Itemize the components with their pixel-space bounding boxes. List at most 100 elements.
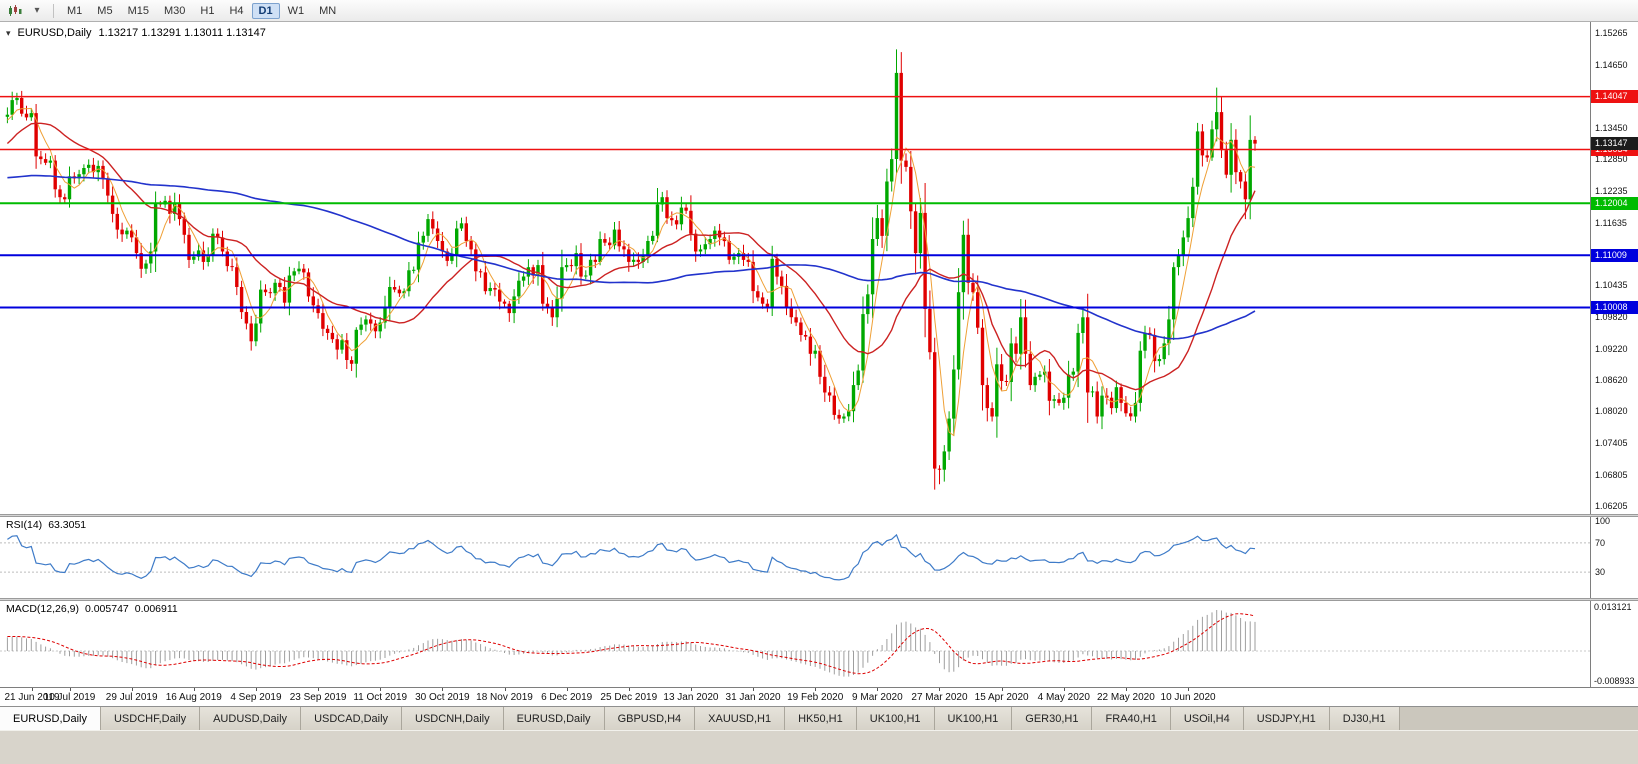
- date-axis-label: 27 Mar 2020: [908, 688, 970, 703]
- timeframe-button-m5[interactable]: M5: [97, 4, 113, 17]
- chart-tab-2-audusd-daily[interactable]: AUDUSD,Daily: [200, 707, 302, 730]
- price-axis-tick: 1.07405: [1595, 438, 1628, 449]
- price-axis-tick: 1.08020: [1595, 406, 1628, 417]
- rsi-scale[interactable]: 100 70 30: [1590, 517, 1638, 598]
- level-price-label: 1.10008: [1591, 300, 1638, 314]
- chart-tab-13-usoil-h4[interactable]: USOil,H4: [1170, 707, 1244, 730]
- timeframe-button-h4[interactable]: H4: [229, 4, 244, 17]
- timeframe-button-m1[interactable]: M1: [67, 4, 83, 17]
- price-axis-tick: 1.13450: [1595, 122, 1628, 133]
- chart-symbol-period: EURUSD,Daily: [17, 27, 92, 39]
- date-axis-label: 30 Oct 2019: [411, 688, 473, 703]
- timeframe-button-w1[interactable]: W1: [287, 4, 305, 17]
- chart-tab-12-fra40-h1[interactable]: FRA40,H1: [1092, 707, 1171, 730]
- macd-signal-line: [7, 613, 1256, 675]
- date-axis-label: 4 May 2020: [1033, 688, 1095, 703]
- chart-window-icon[interactable]: [5, 2, 25, 19]
- date-axis-label: 21 Jun 2019: [1, 688, 63, 703]
- price-axis-tick: 1.14650: [1595, 60, 1628, 71]
- chart-tab-1-usdchf-daily[interactable]: USDCHF,Daily: [100, 707, 201, 730]
- macd-histogram: [6, 610, 1256, 677]
- date-axis-label: 19 Feb 2020: [784, 688, 846, 703]
- date-axis[interactable]: 21 Jun 2019 10 Jul 2019 29 Jul 2019 16 Aug …: [0, 687, 1638, 706]
- price-axis-tick: 1.12235: [1595, 186, 1628, 197]
- timeframe-buttons: M1 M5 M15 M30 H1 H4 D1 W1 MN: [60, 2, 343, 19]
- chart-tab-5-eurusd-daily[interactable]: EURUSD,Daily: [503, 707, 605, 730]
- rsi-axis-tick: 100: [1595, 517, 1611, 526]
- toolbar-separator: [53, 3, 54, 18]
- price-axis-tick: 1.06805: [1595, 469, 1628, 480]
- chart-tab-bar: EURUSD,Daily USDCHF,Daily AUDUSD,Daily USDC…: [0, 706, 1638, 730]
- date-axis-label: 9 Mar 2020: [846, 688, 908, 703]
- chevron-down-icon[interactable]: ▾: [34, 5, 40, 16]
- rsi-axis-tick: 30: [1595, 567, 1606, 578]
- panel-splitter[interactable]: [0, 598, 1638, 601]
- ma-medium-line: [6, 122, 1256, 391]
- chart-tab-14-usdjpy-h1[interactable]: USDJPY,H1: [1243, 707, 1330, 730]
- chart-tab-4-usdcnh-daily[interactable]: USDCNH,Daily: [402, 707, 504, 730]
- candles-glyph: [9, 4, 22, 16]
- level-price-label: 1.14047: [1591, 90, 1638, 104]
- status-strip: [0, 730, 1638, 764]
- chart-tab-11-ger30-h1[interactable]: GER30,H1: [1012, 707, 1093, 730]
- timeframe-button-h1[interactable]: H1: [200, 4, 215, 17]
- date-axis-label: 31 Jan 2020: [722, 688, 784, 703]
- date-axis-label: 4 Sep 2019: [225, 688, 287, 703]
- price-axis-tick: 1.12850: [1595, 154, 1628, 165]
- chart-tab-8-hk50-h1[interactable]: HK50,H1: [785, 707, 857, 730]
- date-axis-label: 22 May 2020: [1095, 688, 1157, 703]
- price-axis-tick: 1.10435: [1595, 280, 1628, 291]
- chart-tab-15-dj30-h1[interactable]: DJ30,H1: [1329, 707, 1400, 730]
- chart-tab-0-eurusd-daily[interactable]: EURUSD,Daily: [0, 707, 101, 730]
- chart-tab-7-xauusd-h1[interactable]: XAUUSD,H1: [695, 707, 786, 730]
- chart-tab-9-uk100-h1[interactable]: UK100,H1: [856, 707, 935, 730]
- current-price-label: 1.13147: [1591, 137, 1638, 151]
- ma-slow-line: [7, 174, 1256, 340]
- price-axis-tick: 1.11635: [1595, 217, 1627, 228]
- price-axis-tick: 1.08620: [1595, 374, 1628, 385]
- date-axis-label: 23 Sep 2019: [287, 688, 349, 703]
- main-chart-panel: ▾ EURUSD,Daily 1.13217 1.13291 1.13011 1…: [0, 22, 1638, 514]
- timeframe-button-m30[interactable]: M30: [163, 4, 186, 17]
- rsi-line: [7, 533, 1256, 581]
- ma-fast-line: [7, 107, 1256, 437]
- rsi-chart-canvas[interactable]: [0, 517, 1590, 598]
- macd-main-value: 0.005747: [84, 603, 129, 615]
- price-scale[interactable]: 1.15265 1.14650 1.13450 1.12850 1.12235 1.116…: [1590, 22, 1638, 514]
- chart-tab-3-usdcad-daily[interactable]: USDCAD,Daily: [301, 707, 403, 730]
- macd-indicator-name: MACD(12,26,9): [6, 603, 79, 615]
- chart-tab-10-uk100-h1[interactable]: UK100,H1: [934, 707, 1013, 730]
- candles: [5, 49, 1257, 490]
- date-axis-label: 16 Aug 2019: [163, 688, 225, 703]
- macd-scale[interactable]: 0.013121 -0.008933: [1590, 601, 1638, 687]
- date-axis-label: 15 Apr 2020: [971, 688, 1033, 703]
- panel-splitter[interactable]: [0, 514, 1638, 517]
- price-axis-tick: 1.09220: [1595, 343, 1628, 354]
- macd-scale-min: -0.008933: [1594, 676, 1635, 686]
- macd-chart-canvas[interactable]: [0, 601, 1590, 687]
- timeframe-toolbar: ▾ M1 M5 M15 M30 H1 H4 D1 W1 MN: [0, 0, 1638, 22]
- level-price-label: 1.11009: [1591, 248, 1638, 262]
- date-axis-label: 29 Jul 2019: [101, 688, 163, 703]
- rsi-panel: RSI(14) 63.3051 100 70 30: [0, 517, 1638, 598]
- date-axis-label: 11 Oct 2019: [349, 688, 411, 703]
- macd-signal-value: 0.006911: [134, 603, 178, 615]
- date-axis-label: 13 Jan 2020: [660, 688, 722, 703]
- chart-ohlc-values: 1.13217 1.13291 1.13011 1.13147: [98, 27, 266, 39]
- chart-title: ▾ EURUSD,Daily 1.13217 1.13291 1.13011 1…: [6, 27, 266, 39]
- timeframe-button-m15[interactable]: M15: [127, 4, 149, 17]
- level-price-label: 1.12004: [1591, 196, 1638, 210]
- rsi-axis-tick: 70: [1595, 537, 1606, 548]
- timeframe-button-mn[interactable]: MN: [319, 4, 337, 17]
- macd-scale-max: 0.013121: [1594, 602, 1632, 612]
- price-axis-tick: 1.06205: [1595, 500, 1628, 511]
- price-axis-tick: 1.15265: [1595, 28, 1628, 38]
- symbol-caret-icon: ▾: [6, 27, 11, 38]
- timeframe-button-d1[interactable]: D1: [251, 2, 280, 19]
- date-axis-label: 10 Jul 2019: [39, 688, 101, 703]
- chart-tab-6-gbpusd-h4[interactable]: GBPUSD,H4: [604, 707, 696, 730]
- main-chart-canvas[interactable]: [0, 22, 1590, 514]
- rsi-indicator-value: 63.3051: [48, 519, 87, 531]
- date-axis-label: 10 Jun 2020: [1157, 688, 1219, 703]
